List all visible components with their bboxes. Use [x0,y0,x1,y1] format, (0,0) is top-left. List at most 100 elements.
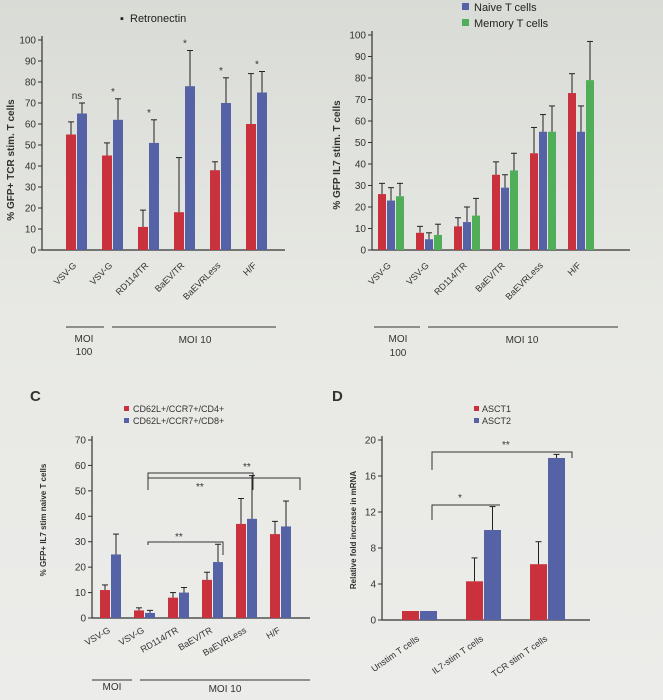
panel-a-bar [66,134,76,250]
panel-c-legend-cd8-swatch [124,418,129,423]
panel-c-ytick-label: 40 [75,512,87,523]
panel-d-ytick-label: 20 [365,436,377,447]
panel-c-ytick-label: 0 [80,614,86,625]
panel-b-legend-memory-swatch [462,19,469,26]
panel-a-bar [149,142,159,250]
panel-c-bar [111,554,121,618]
panel-b-bar [568,93,576,250]
panel-d-category-label: TCR stim T cells [490,633,550,679]
panel-c-bar [134,610,144,618]
panel-d-ytick-label: 16 [365,472,377,483]
panel-c-bar [145,612,155,618]
panel-c-sig-1: ** [196,482,204,493]
significance-brackets: ** ** ** * ** [147,440,573,555]
panel-b-bar [396,196,404,250]
panel-b-bar [530,153,538,250]
panel-b-legend-naive: Naive T cells [474,2,537,14]
panel-b-bar [510,170,518,250]
panel-c-bar [247,518,257,618]
panel-b-ytick-label: 90 [355,52,367,63]
panel-a-bar [77,113,87,250]
panel-b-legend-naive-swatch [462,3,469,10]
panel-d-legend-asct2: ASCT2 [482,416,511,426]
panel-d-sig-1: * [458,493,462,504]
panel-d-legend-asct1-swatch [474,406,479,411]
panel-c-bar [202,579,212,618]
panel-a-significance: * [147,108,151,119]
panel-a-legend-marker: ▪ [120,13,124,25]
panel-b-ylabel: % GFP IL7 stim. T cells [332,100,343,210]
panel-b-category-label: VSV-G [404,260,431,287]
panel-c-category-label: RD114/TR [139,625,181,655]
panel-b-ytick-label: 40 [355,160,367,171]
panel-a-group-moi100-label: MOI [75,334,94,345]
panel-d-ytick-label: 12 [365,508,377,519]
panel-b-category-label: RD114/TR [432,260,469,297]
panel-a-ytick-label: 90 [25,57,37,68]
panel-a-ytick-label: 0 [30,246,36,257]
panel-d-bracket-1 [431,451,573,470]
panel-b-bar [586,80,594,251]
panel-c-category-label: H/F [264,625,282,641]
panel-d-label: D [332,388,343,405]
panel-c-bracket-2 [147,472,254,490]
panel-a-group-moi10-label: MOI 10 [179,335,212,346]
panel-b-ytick-label: 70 [355,95,367,106]
panel-b-ytick-label: 20 [355,203,367,214]
panel-c-legend-cd4: CD62L+/CCR7+/CD4+ [133,404,224,414]
panel-b-bar [416,232,424,250]
panel-a-bar [257,92,267,250]
panel-b-bar [539,131,547,250]
panel-a-ytick-label: 30 [25,183,37,194]
panel-a-group-moi100-sub: 100 [76,347,93,358]
panel-a-bar [174,212,184,250]
panel-d-bar [548,458,565,620]
panel-b-legend-memory: Memory T cells [474,18,549,30]
panel-c-sig-3: ** [175,532,183,543]
panel-a-bar [102,155,112,250]
panel-d-category-label: Unstim T cells [369,633,421,674]
panel-c-ytick-label: 10 [75,588,87,599]
panel-c-category-label: VSV-G [83,625,112,647]
panel-d-legend-asct2-swatch [474,418,479,423]
panel-a-bar [210,170,220,250]
panel-a-ytick-label: 10 [25,225,37,236]
panel-b-bar [492,174,500,250]
panel-c-bar [168,597,178,618]
panel-c-label: C [30,388,41,405]
panel-c-legend-cd8: CD62L+/CCR7+/CD8+ [133,416,224,426]
panel-c-ytick-label: 50 [75,486,87,497]
panel-b-ytick-label: 80 [355,74,367,85]
panel-a-title: Retronectin [130,13,186,25]
panel-a-category-label: VSV-G [52,260,79,287]
panel-a-ytick-label: 80 [25,78,37,89]
panel-b-group-moi10-label: MOI 10 [506,335,539,346]
panel-a-ytick-label: 70 [25,99,37,110]
panel-c-ytick-label: 60 [75,461,87,472]
panel-d-sig-2: ** [502,440,510,451]
panel-b-bar [577,131,585,250]
panel-c-bar [213,562,223,618]
panel-a-ytick-label: 100 [19,36,36,47]
panel-b-bar [425,239,433,250]
panel-c-sig-2: ** [243,462,251,473]
panel-a-ylabel: % GFP+ TCR stim. T cells [6,99,17,221]
panel-b-bar [548,131,556,250]
panel-b-ytick-label: 0 [360,246,366,257]
panel-c-bracket-1 [147,477,301,490]
panel-b-group-moi100-sub: 100 [390,348,407,359]
panel-c-bar [236,523,246,618]
panel-c-bar [270,534,280,618]
panel-b-category-label: VSV-G [366,260,393,287]
panel-d-ytick-label: 4 [370,580,376,591]
panel-c-ytick-label: 30 [75,537,87,548]
panel-a-category-label: RD114/TR [114,260,151,297]
panel-b-bar [378,194,386,250]
panel-d-category-label: IL7-stim T cells [430,633,485,676]
panel-b-ytick-label: 60 [355,117,367,128]
panel-d-bar [420,611,437,620]
panel-a-bar [113,119,123,250]
panel-a-ytick-label: 40 [25,162,37,173]
panel-b-group-moi100-label: MOI [389,334,408,345]
panel-a-bar [138,226,148,250]
